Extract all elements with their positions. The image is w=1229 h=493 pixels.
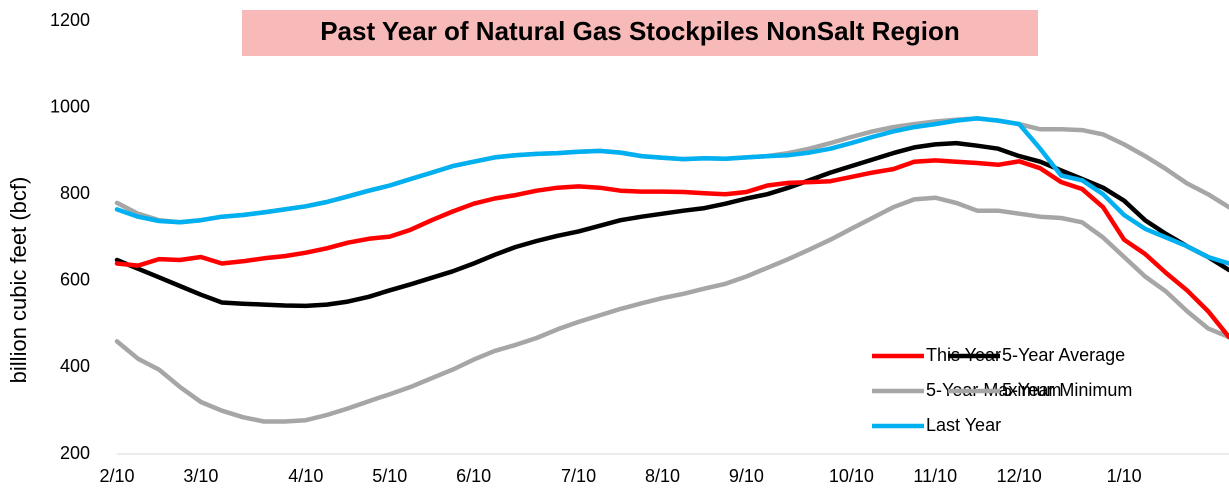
x-tick-label: 5/10 bbox=[372, 466, 407, 486]
x-tick-label: 9/10 bbox=[729, 466, 764, 486]
x-tick-label: 3/10 bbox=[183, 466, 218, 486]
x-tick-label: 10/10 bbox=[829, 466, 874, 486]
line-series bbox=[114, 116, 1229, 266]
y-tick-label: 200 bbox=[60, 443, 90, 463]
legend-label: 5-Year Average bbox=[1002, 345, 1125, 365]
x-tick-label: 8/10 bbox=[645, 466, 680, 486]
y-tick-label: 600 bbox=[60, 270, 90, 290]
y-tick-label: 1000 bbox=[50, 96, 90, 116]
y-tick-label: 400 bbox=[60, 356, 90, 376]
line-series bbox=[114, 195, 1229, 424]
legend-label: Last Year bbox=[926, 415, 1001, 435]
y-axis-title: billion cubic feet (bcf) bbox=[6, 177, 31, 384]
title-background bbox=[242, 10, 1038, 56]
x-tick-label: 11/10 bbox=[913, 466, 957, 486]
line-series bbox=[114, 158, 1229, 340]
x-tick-label: 7/10 bbox=[561, 466, 596, 486]
x-tick-label: 1/10 bbox=[1107, 466, 1142, 486]
y-tick-label: 1200 bbox=[50, 10, 90, 30]
x-tick-label: 2/10 bbox=[99, 466, 134, 486]
y-tick-label: 800 bbox=[60, 183, 90, 203]
x-tick-label: 6/10 bbox=[456, 466, 491, 486]
legend-label: 5-Year Minimum bbox=[1002, 380, 1132, 400]
x-tick-label: 12/10 bbox=[997, 466, 1042, 486]
chart-title: Past Year of Natural Gas Stockpiles NonS… bbox=[320, 16, 960, 46]
x-tick-label: 4/10 bbox=[288, 466, 323, 486]
line-series bbox=[114, 140, 1229, 309]
